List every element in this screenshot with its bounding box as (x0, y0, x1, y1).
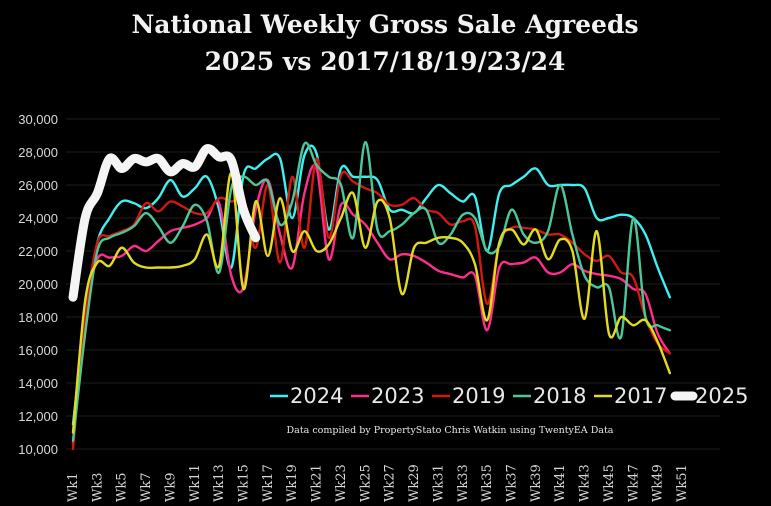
x-tick-label: Wk27 (383, 464, 398, 502)
y-tick-label: 28,000 (18, 145, 58, 160)
y-tick-label: 14,000 (18, 376, 58, 391)
x-tick-label: Wk41 (553, 464, 568, 502)
x-tick-label: Wk5 (115, 472, 130, 502)
x-tick-label: Wk43 (578, 464, 593, 502)
y-axis: 10,000 12,000 14,000 16,000 18,000 20,000 22,0… (18, 112, 58, 457)
legend-label-2024: 2024 (290, 384, 343, 408)
x-tick-label: Wk21 (310, 464, 325, 502)
series-line-2024 (71, 144, 672, 426)
legend-label-2019: 2019 (452, 384, 505, 408)
y-tick-label: 16,000 (18, 343, 58, 358)
x-tick-label: Wk15 (237, 464, 252, 502)
series-lines (68, 140, 672, 451)
x-tick-label: Wk19 (285, 464, 300, 502)
source-note: Data compiled by PropertyStato Chris Wat… (287, 425, 614, 436)
x-tick-label: Wk45 (602, 464, 617, 502)
x-tick-label: Wk31 (431, 464, 446, 502)
series-line-2025 (68, 144, 261, 302)
legend-label-2018: 2018 (533, 384, 586, 408)
x-tick-label: Wk29 (407, 464, 422, 502)
x-tick-label: Wk47 (626, 464, 641, 502)
y-tick-label: 18,000 (18, 310, 58, 325)
legend: 2024 2023 2019 2018 2017 2025 (270, 384, 748, 408)
chart-subtitle: 2025 vs 2017/18/19/23/24 (205, 47, 566, 76)
y-tick-label: 22,000 (18, 244, 58, 259)
legend-label-2025: 2025 (695, 384, 748, 408)
chart-title: National Weekly Gross Sale Agreeds (131, 10, 638, 39)
x-tick-label: Wk51 (675, 464, 690, 502)
x-tick-label: Wk37 (504, 464, 519, 502)
legend-label-2023: 2023 (371, 384, 424, 408)
y-tick-label: 12,000 (18, 409, 58, 424)
x-tick-label: Wk1 (66, 472, 81, 502)
x-tick-label: Wk7 (139, 472, 154, 502)
x-tick-label: Wk3 (90, 472, 105, 502)
series-line-2017 (71, 172, 672, 434)
x-tick-label: Wk49 (651, 464, 666, 502)
legend-label-2017: 2017 (614, 384, 667, 408)
series-line-2023 (71, 164, 672, 446)
y-tick-label: 24,000 (18, 211, 58, 226)
x-tick-label: Wk17 (261, 464, 276, 502)
x-tick-label: Wk11 (188, 464, 203, 502)
x-tick-label: Wk35 (480, 464, 495, 502)
series-line-2018 (71, 140, 672, 442)
gridlines (66, 118, 720, 450)
x-tick-label: Wk13 (212, 464, 227, 502)
x-tick-label: Wk25 (358, 464, 373, 502)
x-tick-label: Wk9 (163, 472, 178, 502)
x-tick-label: Wk39 (529, 464, 544, 502)
x-axis: Wk1 Wk3 Wk5 Wk7 Wk9 Wk11 Wk13 Wk15 Wk17 Wk19 Wk21 W… (66, 464, 690, 502)
y-tick-label: 30,000 (18, 112, 58, 127)
x-tick-label: Wk23 (334, 464, 349, 502)
series-line-2019 (71, 157, 672, 451)
y-tick-label: 20,000 (18, 277, 58, 292)
x-tick-label: Wk33 (456, 464, 471, 502)
y-tick-label: 10,000 (18, 442, 58, 457)
y-tick-label: 26,000 (18, 178, 58, 193)
